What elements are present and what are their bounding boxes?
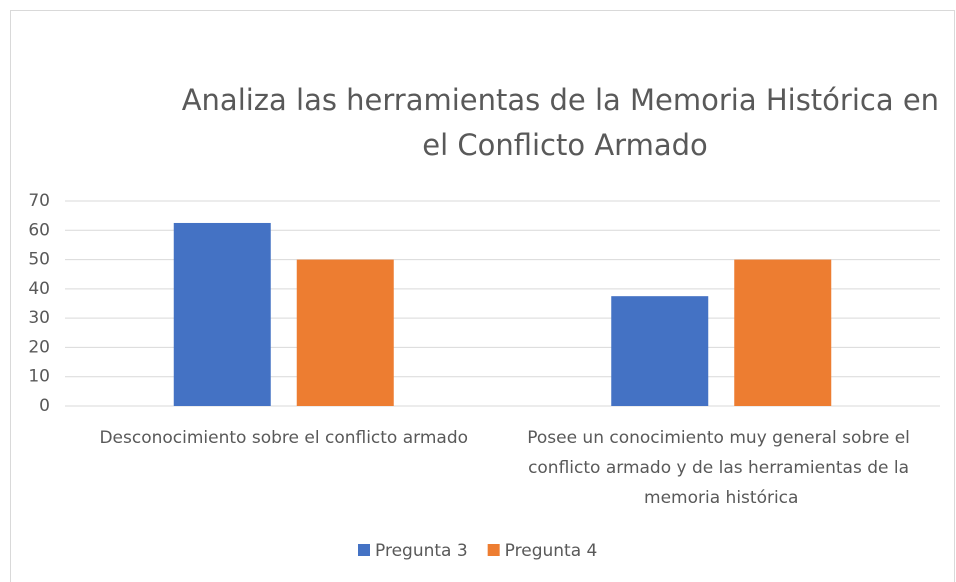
- y-tick-label: 70: [28, 191, 50, 211]
- legend-swatch: [358, 544, 370, 556]
- y-tick-label: 0: [39, 396, 50, 416]
- x-tick-label: Posee un conocimiento muy general sobre …: [527, 428, 915, 508]
- y-tick-label: 50: [28, 250, 50, 270]
- bar: [173, 222, 271, 406]
- bar: [734, 259, 832, 406]
- y-tick-label: 30: [28, 308, 50, 328]
- y-tick-label: 10: [28, 367, 50, 387]
- legend-label: Pregunta 4: [505, 541, 598, 561]
- y-tick-label: 40: [28, 279, 50, 299]
- legend-label: Pregunta 3: [375, 541, 468, 561]
- x-tick-label: Desconocimiento sobre el conflicto armad…: [99, 428, 468, 448]
- bar: [296, 259, 394, 406]
- y-tick-label: 60: [28, 220, 50, 240]
- y-tick-label: 20: [28, 337, 50, 357]
- chart-title: Analiza las herramientas de la Memoria H…: [182, 83, 949, 162]
- bar: [611, 296, 709, 406]
- legend-swatch: [487, 544, 500, 556]
